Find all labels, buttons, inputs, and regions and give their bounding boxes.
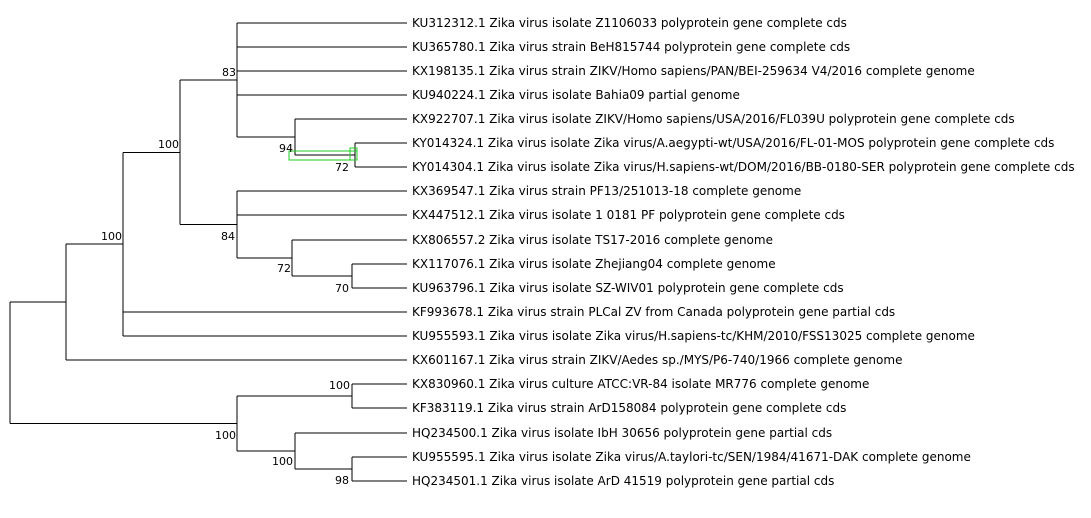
leaf-label[interactable]: HQ234501.1 Zika virus isolate ArD 41519 … bbox=[412, 474, 834, 488]
leaf-label[interactable]: KY014324.1 Zika virus isolate Zika virus… bbox=[412, 136, 1054, 150]
leaf-label[interactable]: KX806557.2 Zika virus isolate TS17-2016 … bbox=[412, 233, 773, 247]
leaf-label[interactable]: KU955593.1 Zika virus isolate Zika virus… bbox=[412, 329, 975, 343]
bootstrap-support-label: 83 bbox=[222, 66, 236, 79]
selection-highlight-handle bbox=[349, 147, 358, 161]
bootstrap-support-label: 100 bbox=[215, 429, 236, 442]
leaf-label[interactable]: KU963796.1 Zika virus isolate SZ-WIV01 p… bbox=[412, 281, 844, 295]
leaf-label[interactable]: KX447512.1 Zika virus isolate 1 0181 PF … bbox=[412, 208, 845, 222]
bootstrap-support-label: 72 bbox=[335, 161, 349, 174]
bootstrap-support-label: 100 bbox=[329, 379, 350, 392]
support-values: 83 94 72 100 84 72 70 100 100 100 100 98 bbox=[101, 66, 350, 487]
leaf-label[interactable]: KX830960.1 Zika virus culture ATCC:VR-84… bbox=[412, 377, 869, 391]
bootstrap-support-label: 98 bbox=[335, 474, 349, 487]
leaf-label[interactable]: KU940224.1 Zika virus isolate Bahia09 pa… bbox=[412, 88, 740, 102]
leaf-label[interactable]: KY014304.1 Zika virus isolate Zika virus… bbox=[412, 160, 1075, 174]
leaf-label[interactable]: KX198135.1 Zika virus strain ZIKV/Homo s… bbox=[412, 64, 975, 78]
leaf-label[interactable]: KX922707.1 Zika virus isolate ZIKV/Homo … bbox=[412, 112, 1015, 126]
bootstrap-support-label: 72 bbox=[277, 262, 291, 275]
bootstrap-support-label: 100 bbox=[101, 230, 122, 243]
tree-branches bbox=[9, 22, 407, 482]
leaf-label[interactable]: KF383119.1 Zika virus strain ArD158084 p… bbox=[412, 401, 846, 415]
bootstrap-support-label: 84 bbox=[221, 230, 235, 243]
bootstrap-support-label: 100 bbox=[158, 138, 179, 151]
leaf-labels: KU312312.1 Zika virus isolate Z1106033 p… bbox=[412, 16, 1075, 488]
leaf-label[interactable]: HQ234500.1 Zika virus isolate IbH 30656 … bbox=[412, 426, 832, 440]
leaf-label[interactable]: KU955595.1 Zika virus isolate Zika virus… bbox=[412, 450, 971, 464]
leaf-label[interactable]: KU312312.1 Zika virus isolate Z1106033 p… bbox=[412, 16, 847, 30]
bootstrap-support-label: 94 bbox=[279, 142, 293, 155]
leaf-label[interactable]: KX601167.1 Zika virus strain ZIKV/Aedes … bbox=[412, 353, 902, 367]
leaf-label[interactable]: KX369547.1 Zika virus strain PF13/251013… bbox=[412, 184, 801, 198]
leaf-label[interactable]: KX117076.1 Zika virus isolate Zhejiang04… bbox=[412, 257, 776, 271]
bootstrap-support-label: 100 bbox=[272, 455, 293, 468]
bootstrap-support-label: 70 bbox=[335, 282, 349, 295]
leaf-label[interactable]: KF993678.1 Zika virus strain PLCal ZV fr… bbox=[412, 305, 895, 319]
leaf-label[interactable]: KU365780.1 Zika virus strain BeH815744 p… bbox=[412, 40, 850, 54]
